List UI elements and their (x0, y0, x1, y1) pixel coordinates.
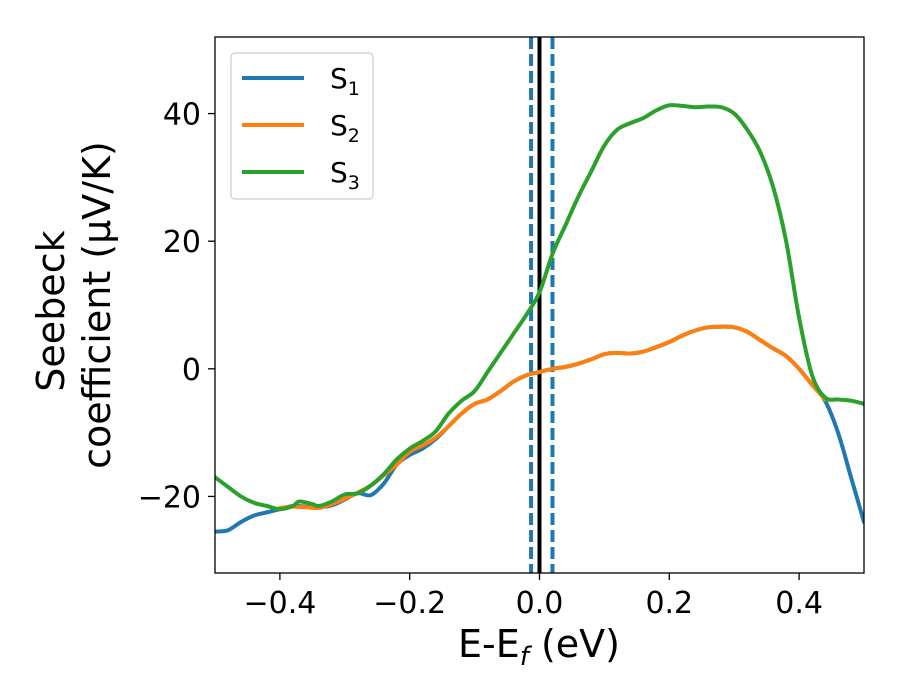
series-line-s3 (215, 103, 864, 512)
y-axis-ticks: −20 0 20 40 (138, 98, 215, 515)
y-tick-label: 40 (163, 98, 201, 133)
x-axis-ticks: −0.4 −0.2 0.0 0.2 0.4 (243, 573, 823, 621)
x-axis-label: E-Ef (eV) (458, 622, 620, 672)
y-axis-label: Seebeck coefficient (μV/K) (29, 141, 119, 469)
x-tick-label: 0.0 (516, 586, 564, 621)
y-tick-label: 20 (163, 225, 201, 260)
y-tick-label: −20 (138, 480, 201, 515)
x-tick-label: 0.4 (775, 586, 823, 621)
series-lines (215, 103, 864, 534)
y-axis-label-line-1: Seebeck (29, 230, 73, 391)
legend-label-s1: S1 (330, 62, 360, 100)
reference-lines (529, 37, 555, 573)
x-tick-label: −0.4 (243, 586, 316, 621)
legend-label-s2: S2 (330, 109, 360, 147)
legend: S1 S2 S3 (230, 52, 374, 200)
legend-label-s3: S3 (330, 156, 360, 194)
x-tick-label: −0.2 (373, 586, 446, 621)
y-tick-label: 0 (182, 353, 201, 388)
y-axis-label-line-2: coefficient (μV/K) (75, 141, 119, 469)
x-tick-label: 0.2 (645, 586, 693, 621)
